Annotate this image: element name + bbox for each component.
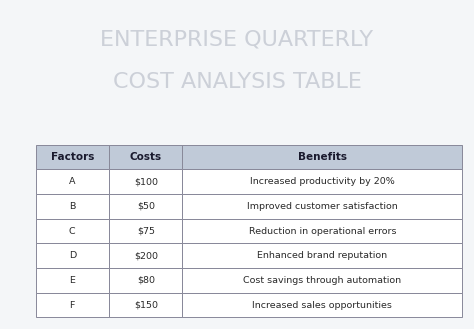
Bar bbox=[109, 145, 182, 169]
Text: C: C bbox=[69, 227, 75, 236]
Text: $150: $150 bbox=[134, 301, 158, 310]
Bar bbox=[109, 169, 182, 194]
Text: A: A bbox=[69, 177, 75, 186]
Bar bbox=[36, 194, 109, 219]
Text: Improved customer satisfaction: Improved customer satisfaction bbox=[247, 202, 398, 211]
Text: Factors: Factors bbox=[51, 152, 94, 162]
Text: Increased sales opportunities: Increased sales opportunities bbox=[252, 301, 392, 310]
Bar bbox=[36, 293, 109, 317]
Text: Benefits: Benefits bbox=[298, 152, 347, 162]
Bar bbox=[182, 194, 462, 219]
Bar bbox=[182, 145, 462, 169]
Text: Enhanced brand reputation: Enhanced brand reputation bbox=[257, 251, 387, 260]
Bar bbox=[36, 169, 109, 194]
Text: D: D bbox=[69, 251, 76, 260]
Bar bbox=[109, 268, 182, 293]
Bar bbox=[109, 194, 182, 219]
Bar bbox=[109, 293, 182, 317]
Bar bbox=[182, 169, 462, 194]
Bar bbox=[182, 268, 462, 293]
Text: Reduction in operational errors: Reduction in operational errors bbox=[248, 227, 396, 236]
Bar bbox=[182, 243, 462, 268]
Text: Cost savings through automation: Cost savings through automation bbox=[243, 276, 401, 285]
Text: $50: $50 bbox=[137, 202, 155, 211]
Text: COST ANALYSIS TABLE: COST ANALYSIS TABLE bbox=[112, 72, 362, 92]
Text: $75: $75 bbox=[137, 227, 155, 236]
Bar bbox=[182, 293, 462, 317]
Bar bbox=[36, 243, 109, 268]
Bar bbox=[109, 219, 182, 243]
Text: F: F bbox=[70, 301, 75, 310]
Bar bbox=[36, 219, 109, 243]
Bar bbox=[182, 219, 462, 243]
Bar bbox=[36, 145, 109, 169]
Text: $200: $200 bbox=[134, 251, 158, 260]
Bar bbox=[36, 268, 109, 293]
Text: $80: $80 bbox=[137, 276, 155, 285]
Text: $100: $100 bbox=[134, 177, 158, 186]
Text: Costs: Costs bbox=[130, 152, 162, 162]
Text: E: E bbox=[69, 276, 75, 285]
Text: Increased productivity by 20%: Increased productivity by 20% bbox=[250, 177, 395, 186]
Text: ENTERPRISE QUARTERLY: ENTERPRISE QUARTERLY bbox=[100, 30, 374, 49]
Text: B: B bbox=[69, 202, 75, 211]
Bar bbox=[109, 243, 182, 268]
